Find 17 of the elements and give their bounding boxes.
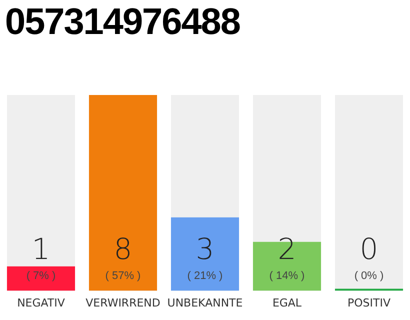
x-tick-label: NEGATIV xyxy=(17,296,66,310)
x-tick-label: UNBEKANNTE xyxy=(167,296,243,310)
data-label: 8 xyxy=(114,232,132,266)
annotation: ( 0% ) xyxy=(354,270,384,282)
data-label: 1 xyxy=(32,232,50,266)
data-label: 0 xyxy=(360,232,378,266)
bar xyxy=(6,266,76,291)
annotation: ( 7% ) xyxy=(26,270,56,282)
x-tick-label: EGAL xyxy=(272,296,302,310)
annotation: ( 57% ) xyxy=(105,270,141,282)
data-label: 2 xyxy=(278,232,296,266)
annotation: ( 14% ) xyxy=(269,270,305,282)
data-label: 3 xyxy=(196,232,214,266)
annotation: ( 21% ) xyxy=(187,270,223,282)
x-tick-label: VERWIRREND xyxy=(86,296,160,310)
x-tick-label: POSITIV xyxy=(347,296,391,310)
chart-title: 057314976488 xyxy=(5,0,240,44)
